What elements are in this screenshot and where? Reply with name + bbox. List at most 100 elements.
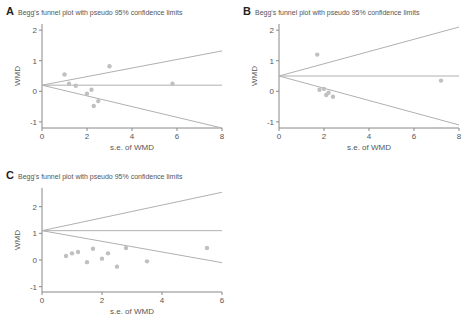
funnel-line xyxy=(42,51,222,85)
x-tick-label: 4 xyxy=(160,296,165,305)
y-axis-line xyxy=(42,24,43,128)
y-tick-label: -1 xyxy=(30,118,38,127)
study-point xyxy=(170,81,174,85)
study-point xyxy=(106,251,110,255)
y-axis-label: WMD xyxy=(13,230,22,250)
funnel-line xyxy=(279,27,459,76)
y-tick xyxy=(39,233,42,234)
y-tick-label: 1 xyxy=(33,57,38,66)
study-point xyxy=(322,87,326,91)
x-tick-label: 0 xyxy=(40,132,45,141)
study-point xyxy=(92,104,96,108)
y-tick xyxy=(39,121,42,122)
x-tick xyxy=(222,128,223,131)
x-tick xyxy=(42,128,43,131)
plot-area xyxy=(279,27,459,125)
y-axis-line xyxy=(42,188,43,292)
x-tick-label: 8 xyxy=(457,132,462,141)
y-tick-label: 2 xyxy=(270,26,275,35)
plot-area xyxy=(42,51,222,128)
x-tick xyxy=(459,128,460,131)
x-tick xyxy=(87,128,88,131)
y-tick xyxy=(276,121,279,122)
study-point xyxy=(96,99,100,103)
study-point xyxy=(331,95,335,99)
study-point xyxy=(76,250,80,254)
y-tick xyxy=(276,91,279,92)
study-point xyxy=(89,88,93,92)
study-point xyxy=(100,256,104,260)
x-tick xyxy=(102,292,103,295)
x-tick-label: 0 xyxy=(40,296,45,305)
y-tick-label: 0 xyxy=(270,87,275,96)
y-tick-label: 0 xyxy=(33,256,38,265)
study-point xyxy=(124,246,128,250)
study-point xyxy=(74,84,78,88)
y-tick xyxy=(39,30,42,31)
study-point xyxy=(317,88,321,92)
x-tick xyxy=(132,128,133,131)
funnel-line xyxy=(279,76,459,125)
study-point xyxy=(85,260,89,264)
y-tick xyxy=(276,30,279,31)
x-axis-line xyxy=(42,292,222,293)
y-tick xyxy=(39,91,42,92)
study-point xyxy=(91,247,95,251)
title: Begg's funnel plot with pseudo 95% confi… xyxy=(255,9,420,17)
x-tick-label: 6 xyxy=(412,132,417,141)
x-tick-label: 8 xyxy=(220,132,225,141)
study-point xyxy=(115,264,119,268)
funnel-line xyxy=(42,230,222,231)
x-tick xyxy=(162,292,163,295)
x-tick xyxy=(279,128,280,131)
y-tick-label: -1 xyxy=(30,283,38,292)
y-tick xyxy=(276,60,279,61)
title: Begg's funnel plot with pseudo 95% confi… xyxy=(18,173,183,181)
y-tick xyxy=(39,60,42,61)
panel-label: C xyxy=(6,169,14,181)
study-point xyxy=(67,81,71,85)
y-axis-label: WMD xyxy=(250,66,259,86)
y-tick-label: 2 xyxy=(33,203,38,212)
x-axis-label: s.e. of WMD xyxy=(110,143,154,152)
x-tick-label: 6 xyxy=(220,296,225,305)
x-tick-label: 4 xyxy=(367,132,372,141)
x-axis-label: s.e. of WMD xyxy=(347,143,391,152)
figure: 02468-1012s.e. of WMDWMDABegg's funnel p… xyxy=(0,0,474,329)
x-tick-label: 2 xyxy=(100,296,105,305)
x-tick xyxy=(177,128,178,131)
study-point xyxy=(64,254,68,258)
x-tick xyxy=(324,128,325,131)
funnel-line xyxy=(42,192,222,230)
x-tick-label: 2 xyxy=(322,132,327,141)
x-tick xyxy=(414,128,415,131)
funnel-line xyxy=(42,231,222,263)
panel-label: B xyxy=(243,5,251,17)
x-tick xyxy=(369,128,370,131)
y-tick-label: 1 xyxy=(270,57,275,66)
y-axis-label: WMD xyxy=(13,66,22,86)
panel-label: A xyxy=(6,5,14,17)
title: Begg's funnel plot with pseudo 95% confi… xyxy=(18,9,183,17)
study-point xyxy=(439,78,443,82)
study-point xyxy=(70,251,74,255)
plot-area xyxy=(42,192,222,269)
funnel-line xyxy=(279,76,459,77)
study-point xyxy=(107,64,111,68)
x-tick xyxy=(222,292,223,295)
x-tick-label: 4 xyxy=(130,132,135,141)
x-tick-label: 2 xyxy=(85,132,90,141)
y-tick-label: 1 xyxy=(33,229,38,238)
y-tick xyxy=(39,286,42,287)
panel: 02468-1012s.e. of WMDWMDABegg's funnel p… xyxy=(6,5,225,152)
panel: 02468-1012s.e. of WMDWMDBBegg's funnel p… xyxy=(243,5,462,152)
y-tick xyxy=(39,206,42,207)
study-point xyxy=(205,246,209,250)
study-point xyxy=(326,91,330,95)
study-point xyxy=(62,72,66,76)
funnel-line xyxy=(42,85,222,128)
y-tick-label: 0 xyxy=(33,87,38,96)
x-tick-label: 0 xyxy=(277,132,282,141)
x-tick xyxy=(42,292,43,295)
x-axis-label: s.e. of WMD xyxy=(110,307,154,316)
